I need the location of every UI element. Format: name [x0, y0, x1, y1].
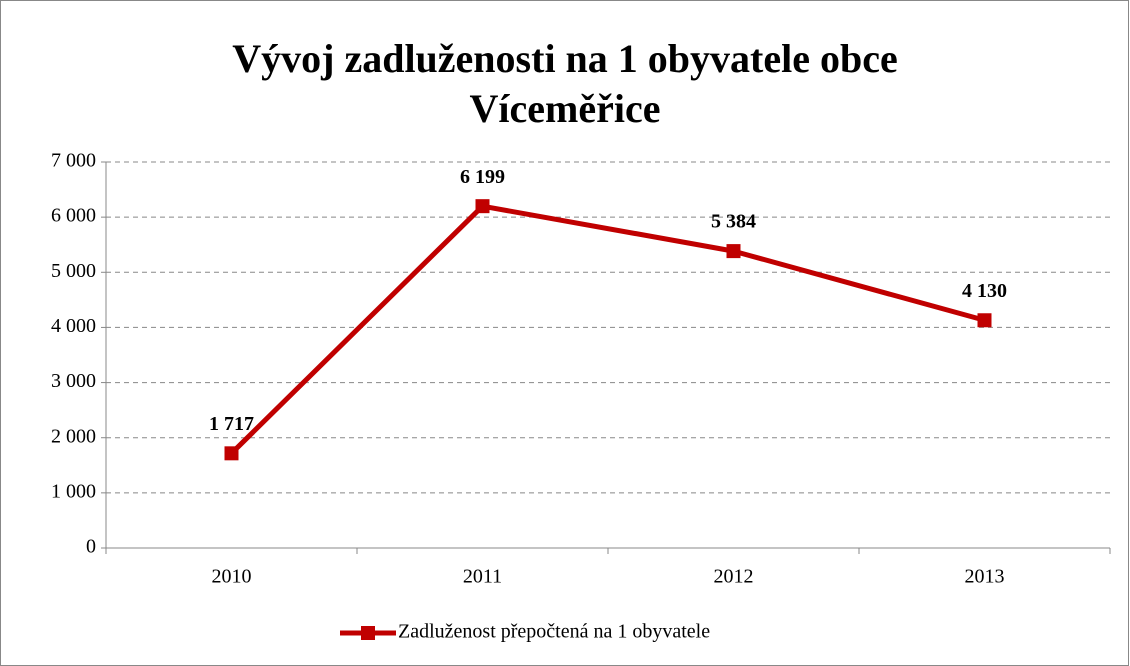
y-tick-label: 0	[86, 536, 96, 558]
marker	[977, 313, 992, 328]
legend-label: Zadluženost přepočtená na 1 obyvatele	[398, 621, 710, 643]
data-label: 6 199	[460, 166, 505, 188]
y-tick-label: 4 000	[51, 315, 96, 337]
x-tick-label: 2011	[463, 566, 502, 588]
data-label: 5 384	[711, 211, 756, 233]
data-label: 1 717	[209, 413, 254, 435]
x-tick-label: 2012	[714, 566, 754, 588]
data-label: 4 130	[962, 280, 1007, 302]
y-tick-label: 3 000	[51, 370, 96, 392]
series-line	[229, 203, 986, 456]
x-tick-label: 2013	[965, 566, 1005, 588]
legend-marker	[361, 626, 375, 640]
y-tick-label: 2 000	[51, 425, 96, 447]
marker	[475, 199, 490, 214]
y-tick-label: 5 000	[51, 260, 96, 282]
chart-title: Vývoj zadluženosti na 1 obyvatele obce V…	[232, 36, 898, 131]
y-tick-label: 7 000	[51, 150, 96, 172]
x-tick-label: 2010	[212, 566, 252, 588]
marker	[726, 244, 741, 259]
y-tick-label: 1 000	[51, 480, 96, 502]
marker	[224, 446, 239, 461]
y-tick-label: 6 000	[51, 205, 96, 227]
